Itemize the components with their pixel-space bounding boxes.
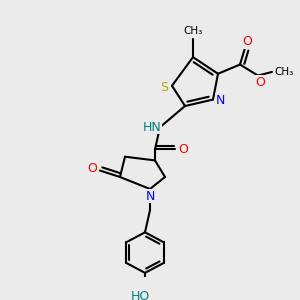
Text: CH₃: CH₃	[183, 26, 202, 36]
Text: N: N	[215, 94, 225, 107]
Text: O: O	[87, 162, 97, 175]
Text: HN: HN	[142, 121, 161, 134]
Text: HO: HO	[130, 290, 150, 300]
Text: O: O	[242, 35, 252, 48]
Text: O: O	[255, 76, 265, 88]
Text: S: S	[160, 81, 168, 94]
Text: CH₃: CH₃	[274, 67, 294, 77]
Text: O: O	[178, 143, 188, 156]
Text: N: N	[145, 190, 155, 203]
